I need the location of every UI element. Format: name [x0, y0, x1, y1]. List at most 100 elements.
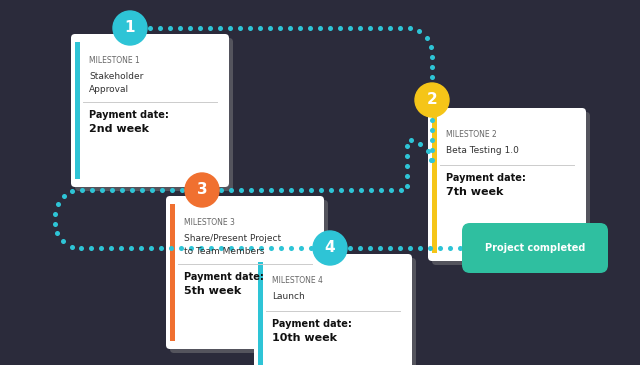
FancyBboxPatch shape	[462, 223, 608, 273]
Point	[326, 187, 337, 193]
Point	[395, 25, 405, 31]
Point	[335, 245, 345, 251]
Point	[52, 201, 63, 207]
Point	[427, 84, 437, 90]
Point	[216, 187, 227, 193]
FancyBboxPatch shape	[75, 42, 80, 179]
Point	[402, 153, 412, 159]
FancyBboxPatch shape	[166, 196, 324, 349]
Point	[305, 25, 315, 31]
Point	[455, 245, 465, 251]
Point	[206, 245, 216, 251]
FancyBboxPatch shape	[75, 38, 233, 191]
Point	[77, 187, 87, 193]
Text: MILESTONE 3: MILESTONE 3	[184, 218, 235, 227]
Point	[195, 25, 205, 31]
Point	[117, 187, 127, 193]
Point	[206, 187, 216, 193]
Point	[87, 187, 97, 193]
Point	[427, 127, 437, 133]
Point	[126, 245, 136, 251]
Point	[86, 245, 97, 251]
Point	[355, 25, 365, 31]
Point	[52, 230, 63, 236]
Point	[415, 245, 425, 251]
Text: Payment date:: Payment date:	[89, 110, 169, 120]
Point	[107, 187, 117, 193]
Point	[185, 25, 195, 31]
Point	[215, 25, 225, 31]
Point	[58, 193, 68, 199]
Point	[127, 187, 137, 193]
FancyBboxPatch shape	[170, 200, 328, 353]
Point	[406, 138, 417, 143]
Point	[156, 245, 166, 251]
FancyBboxPatch shape	[432, 112, 590, 265]
Point	[166, 245, 177, 251]
Point	[402, 183, 412, 189]
Point	[235, 25, 245, 31]
Text: Payment date:: Payment date:	[446, 173, 526, 183]
FancyBboxPatch shape	[258, 262, 263, 365]
Point	[365, 25, 375, 31]
Point	[286, 187, 296, 193]
Text: 2nd week: 2nd week	[89, 124, 149, 134]
Point	[315, 25, 325, 31]
Point	[50, 221, 60, 227]
Text: MILESTONE 1: MILESTONE 1	[89, 56, 140, 65]
Text: Stakeholder
Approval: Stakeholder Approval	[89, 72, 143, 93]
Point	[375, 25, 385, 31]
Point	[427, 74, 437, 80]
Circle shape	[185, 173, 219, 207]
Text: 1: 1	[125, 20, 135, 35]
Point	[157, 187, 167, 193]
Point	[246, 245, 257, 251]
Point	[265, 25, 275, 31]
Point	[145, 25, 155, 31]
FancyBboxPatch shape	[254, 254, 412, 365]
Point	[266, 245, 276, 251]
Point	[435, 245, 445, 251]
Point	[245, 25, 255, 31]
Point	[97, 245, 107, 251]
Text: Launch: Launch	[272, 292, 305, 301]
Point	[226, 187, 236, 193]
Point	[386, 187, 396, 193]
Point	[266, 187, 276, 193]
Point	[402, 173, 412, 178]
Point	[296, 187, 307, 193]
Point	[405, 245, 415, 251]
Point	[385, 25, 395, 31]
Text: 4: 4	[324, 241, 335, 256]
Point	[316, 187, 326, 193]
Point	[325, 25, 335, 31]
Text: Payment date:: Payment date:	[184, 272, 264, 282]
Text: 7th week: 7th week	[446, 187, 504, 197]
FancyBboxPatch shape	[428, 108, 586, 261]
Point	[276, 245, 287, 251]
Point	[422, 148, 433, 154]
FancyBboxPatch shape	[432, 116, 437, 253]
Point	[427, 137, 437, 143]
Point	[395, 245, 405, 251]
Point	[427, 97, 437, 103]
Point	[135, 25, 145, 31]
Point	[366, 187, 376, 193]
Point	[296, 245, 307, 251]
Point	[116, 245, 127, 251]
Point	[177, 245, 187, 251]
Text: 5th week: 5th week	[184, 286, 241, 296]
Point	[205, 25, 215, 31]
Point	[286, 245, 296, 251]
Point	[355, 245, 365, 251]
Point	[236, 245, 246, 251]
Point	[425, 245, 435, 251]
FancyBboxPatch shape	[170, 204, 175, 341]
Point	[196, 245, 207, 251]
Text: 3: 3	[196, 182, 207, 197]
Point	[275, 25, 285, 31]
Point	[58, 238, 68, 244]
Point	[67, 243, 77, 249]
Point	[414, 28, 424, 34]
Point	[97, 187, 107, 193]
